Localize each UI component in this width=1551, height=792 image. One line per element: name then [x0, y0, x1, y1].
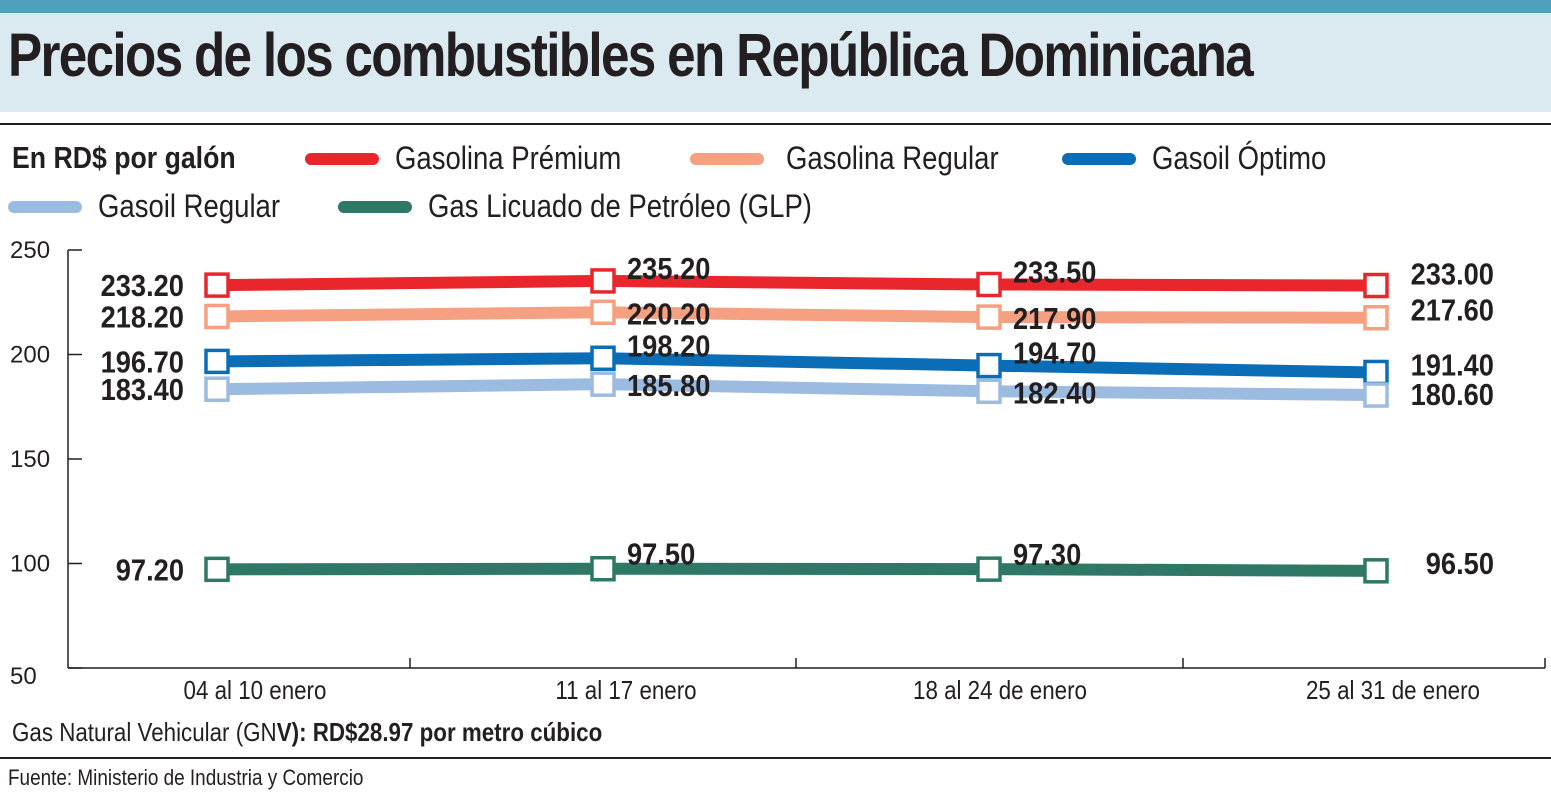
gnv-note-value: V): RD$28.97 por metro cúbico: [276, 717, 603, 747]
data-label: 96.50: [1426, 547, 1494, 581]
y-tick-label: 200: [10, 342, 50, 369]
data-label: 220.20: [627, 298, 710, 332]
y-tick-label: 150: [10, 446, 50, 473]
data-point-marker: [1363, 382, 1389, 408]
top-accent-bar: [0, 0, 1551, 13]
series-line: [211, 306, 1382, 324]
data-point-marker: [590, 555, 616, 582]
legend-label: Gasoil Óptimo: [1152, 140, 1327, 176]
series-line: [211, 352, 1382, 379]
gnv-note: Gas Natural Vehicular (GNV): RD$28.97 po…: [12, 717, 602, 748]
data-point-marker: [976, 352, 1002, 379]
data-point-marker: [976, 304, 1002, 330]
series-line: [211, 562, 1382, 577]
data-label: 218.20: [101, 301, 184, 335]
data-point-marker: [204, 556, 230, 583]
data-point-marker: [1363, 272, 1389, 299]
gnv-note-prefix: Gas Natural Vehicular (GN: [12, 717, 277, 747]
data-label: 194.70: [1013, 337, 1096, 371]
data-label: 235.20: [627, 252, 710, 286]
series-line: [211, 378, 1382, 402]
legend-swatch: [1062, 153, 1136, 165]
x-tick-label: 11 al 17 enero: [555, 676, 696, 705]
data-label: 233.00: [1411, 258, 1494, 292]
data-label: 196.70: [101, 346, 184, 380]
data-point-marker: [976, 556, 1002, 582]
data-label: 233.50: [1013, 256, 1096, 290]
title-band: [0, 13, 1551, 112]
data-label: 180.60: [1411, 379, 1494, 413]
data-point-marker: [976, 271, 1002, 298]
legend-label: Gasolina Regular: [786, 140, 999, 176]
legend-swatch: [8, 201, 82, 213]
data-point-marker: [204, 303, 230, 330]
data-point-marker: [590, 299, 616, 326]
x-tick-label: 25 al 31 de enero: [1306, 676, 1480, 705]
data-label: 217.60: [1411, 294, 1494, 328]
data-label: 185.80: [627, 370, 710, 404]
header-divider: [0, 123, 1551, 125]
y-tick-label: 100: [10, 551, 50, 578]
y-tick-label: 50: [10, 663, 37, 690]
legend-swatch: [690, 153, 764, 165]
data-label: 217.90: [1013, 303, 1096, 337]
data-label: 97.20: [116, 554, 184, 588]
data-point-marker: [590, 268, 616, 294]
series-line: [211, 274, 1382, 292]
data-point-marker: [590, 371, 616, 397]
data-label: 182.40: [1013, 377, 1096, 411]
data-point-marker: [1363, 558, 1389, 584]
data-label: 183.40: [101, 374, 184, 408]
legend-label: Gas Licuado de Petróleo (GLP): [428, 188, 812, 224]
data-point-marker: [1363, 304, 1389, 331]
chart-title: Precios de los combustibles en República…: [8, 21, 1254, 89]
units-label: En RD$ por galón: [12, 140, 236, 175]
source-credit: Fuente: Ministerio de Industria y Comerc…: [8, 765, 364, 790]
data-label: 233.20: [101, 270, 184, 304]
data-point-marker: [976, 378, 1002, 405]
data-point-marker: [204, 348, 230, 375]
legend-label: Gasolina Prémium: [395, 140, 622, 176]
data-label: 97.50: [627, 538, 695, 572]
x-tick-label: 04 al 10 enero: [184, 676, 327, 705]
data-point-marker: [1363, 359, 1389, 386]
data-point-marker: [204, 272, 230, 298]
x-tick-label: 18 al 24 de enero: [913, 676, 1087, 705]
legend-label: Gasoil Regular: [98, 188, 281, 224]
legend-swatch: [305, 153, 379, 165]
data-label: 191.40: [1411, 349, 1494, 383]
data-point-marker: [590, 345, 616, 372]
data-label: 198.20: [627, 330, 710, 364]
data-label: 97.30: [1013, 539, 1081, 573]
line-chart: 50 100 150 200 250 04 al 10 enero 11 al 17 ene…: [10, 237, 1546, 705]
data-point-marker: [204, 376, 230, 402]
footer-divider: [0, 757, 1551, 759]
legend-swatch: [338, 201, 412, 213]
y-tick-label: 250: [10, 237, 50, 264]
